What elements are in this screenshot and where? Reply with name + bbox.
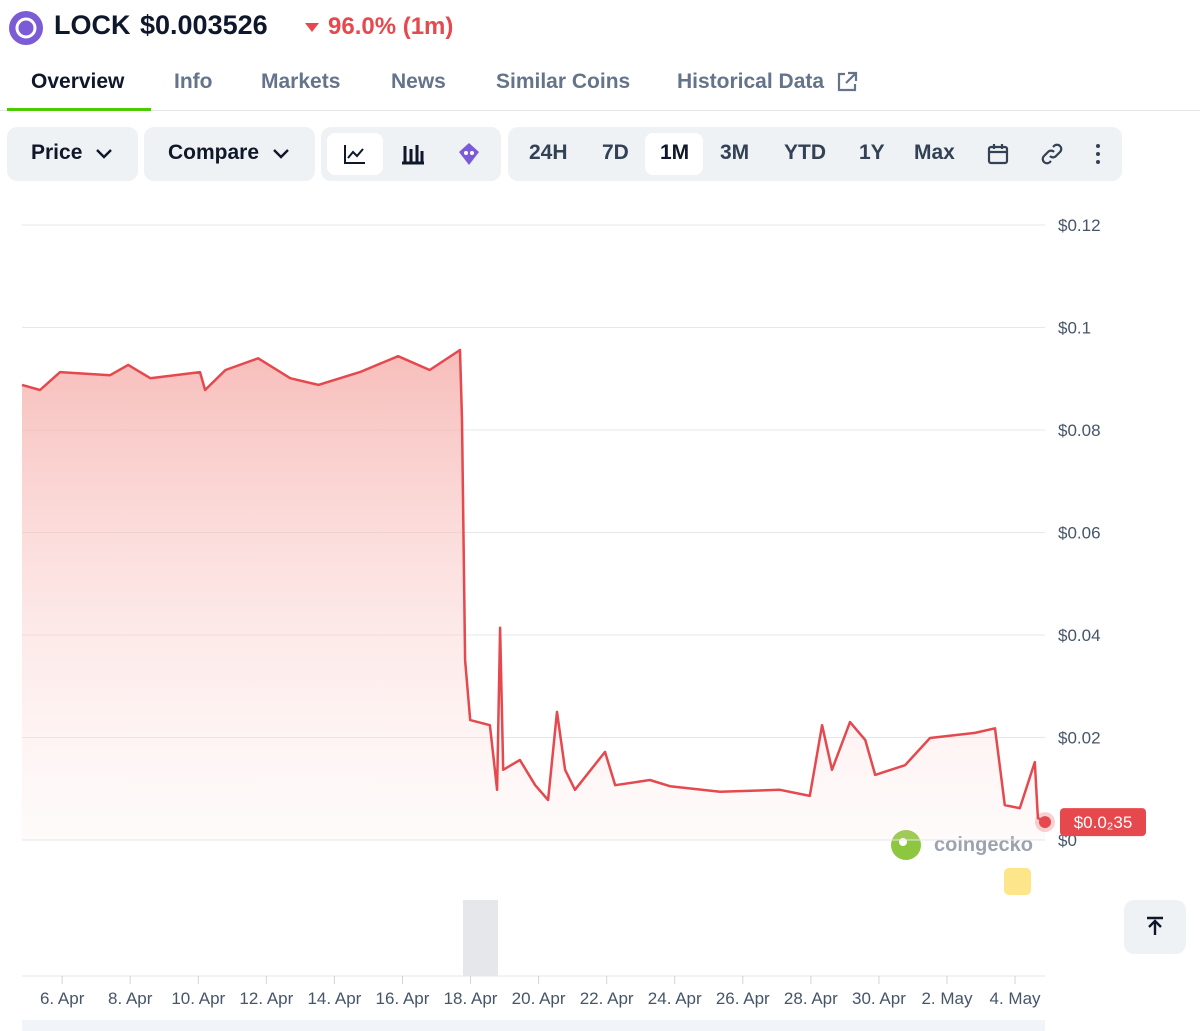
ai-icon[interactable] — [456, 141, 482, 167]
x-tick-label: 6. Apr — [40, 989, 85, 1008]
y-tick-label: $0.12 — [1058, 216, 1101, 235]
x-tick-label: 8. Apr — [108, 989, 153, 1008]
price-label: Price — [31, 141, 83, 164]
chart-type-group — [321, 127, 501, 181]
y-tick-label: $0.06 — [1058, 524, 1101, 543]
price-button[interactable]: Price — [7, 127, 138, 181]
down-arrow — [305, 23, 319, 32]
price-area — [22, 350, 1045, 840]
active-range — [645, 133, 703, 175]
range-button[interactable]: Max — [914, 141, 955, 164]
x-tick-label: 24. Apr — [648, 989, 702, 1008]
last-price-box — [1060, 808, 1146, 837]
calendar-icon[interactable] — [987, 143, 1009, 165]
range-button[interactable]: 1Y — [859, 141, 885, 164]
scroll-top-button[interactable] — [1124, 900, 1186, 954]
coin-name: LOCK — [54, 10, 131, 40]
coin-price: $0.003526 — [140, 10, 268, 40]
tab[interactable]: Overview — [31, 70, 125, 93]
x-tick-label: 16. Apr — [376, 989, 430, 1008]
y-tick-label: $0.08 — [1058, 421, 1101, 440]
y-tick-label: $0.04 — [1058, 626, 1101, 645]
tab-divider — [0, 110, 1200, 111]
price-line — [21, 348, 1046, 824]
compare-label: Compare — [168, 141, 260, 164]
tab[interactable]: Similar Coins — [496, 70, 631, 93]
link-icon[interactable] — [1040, 143, 1064, 165]
volume-decoration — [463, 900, 498, 976]
range-button[interactable]: 1M — [660, 141, 690, 164]
x-tick-label: 30. Apr — [852, 989, 906, 1008]
tab-indicator — [7, 108, 151, 111]
chevron — [96, 149, 112, 159]
more-icon[interactable] — [1092, 143, 1104, 165]
range-button[interactable]: 7D — [602, 141, 629, 164]
tab[interactable]: Markets — [261, 70, 341, 93]
range-button[interactable]: 24H — [529, 141, 568, 164]
x-tick-label: 10. Apr — [171, 989, 225, 1008]
x-tick-label: 2. May — [921, 989, 973, 1008]
x-tick-label: 18. Apr — [444, 989, 498, 1008]
y-tick-label: $0.1 — [1058, 319, 1091, 338]
x-tick-label: 14. Apr — [307, 989, 361, 1008]
x-tick-label: 12. Apr — [239, 989, 293, 1008]
coin-logo — [9, 11, 43, 45]
x-tick-label: 22. Apr — [580, 989, 634, 1008]
volume-area — [22, 860, 1045, 976]
line-icon — [344, 145, 365, 164]
x-tick-label: 28. Apr — [784, 989, 838, 1008]
price-change: 96.0% (1m) — [328, 13, 454, 40]
tab[interactable]: News — [391, 70, 446, 93]
last-price-label: $0.0₂35 — [1074, 813, 1133, 832]
y-tick-label: $0.02 — [1058, 729, 1101, 748]
range-button[interactable]: YTD — [784, 141, 826, 164]
tab[interactable]: Historical Data — [677, 70, 825, 93]
x-tick-label: 26. Apr — [716, 989, 770, 1008]
range-group — [508, 127, 1122, 181]
compare-button[interactable]: Compare — [144, 127, 315, 181]
scroll-top-icon — [1147, 916, 1163, 935]
x-tick-label: 20. Apr — [512, 989, 566, 1008]
badge — [1004, 868, 1031, 895]
external-icon — [837, 71, 858, 92]
tab[interactable]: Info — [174, 70, 213, 93]
x-tick-label: 4. May — [990, 989, 1042, 1008]
navigator — [22, 1020, 1045, 1031]
range-button[interactable]: 3M — [720, 141, 750, 164]
candle-icon[interactable] — [401, 143, 425, 165]
chevron — [273, 149, 289, 159]
last-point — [1039, 816, 1051, 829]
